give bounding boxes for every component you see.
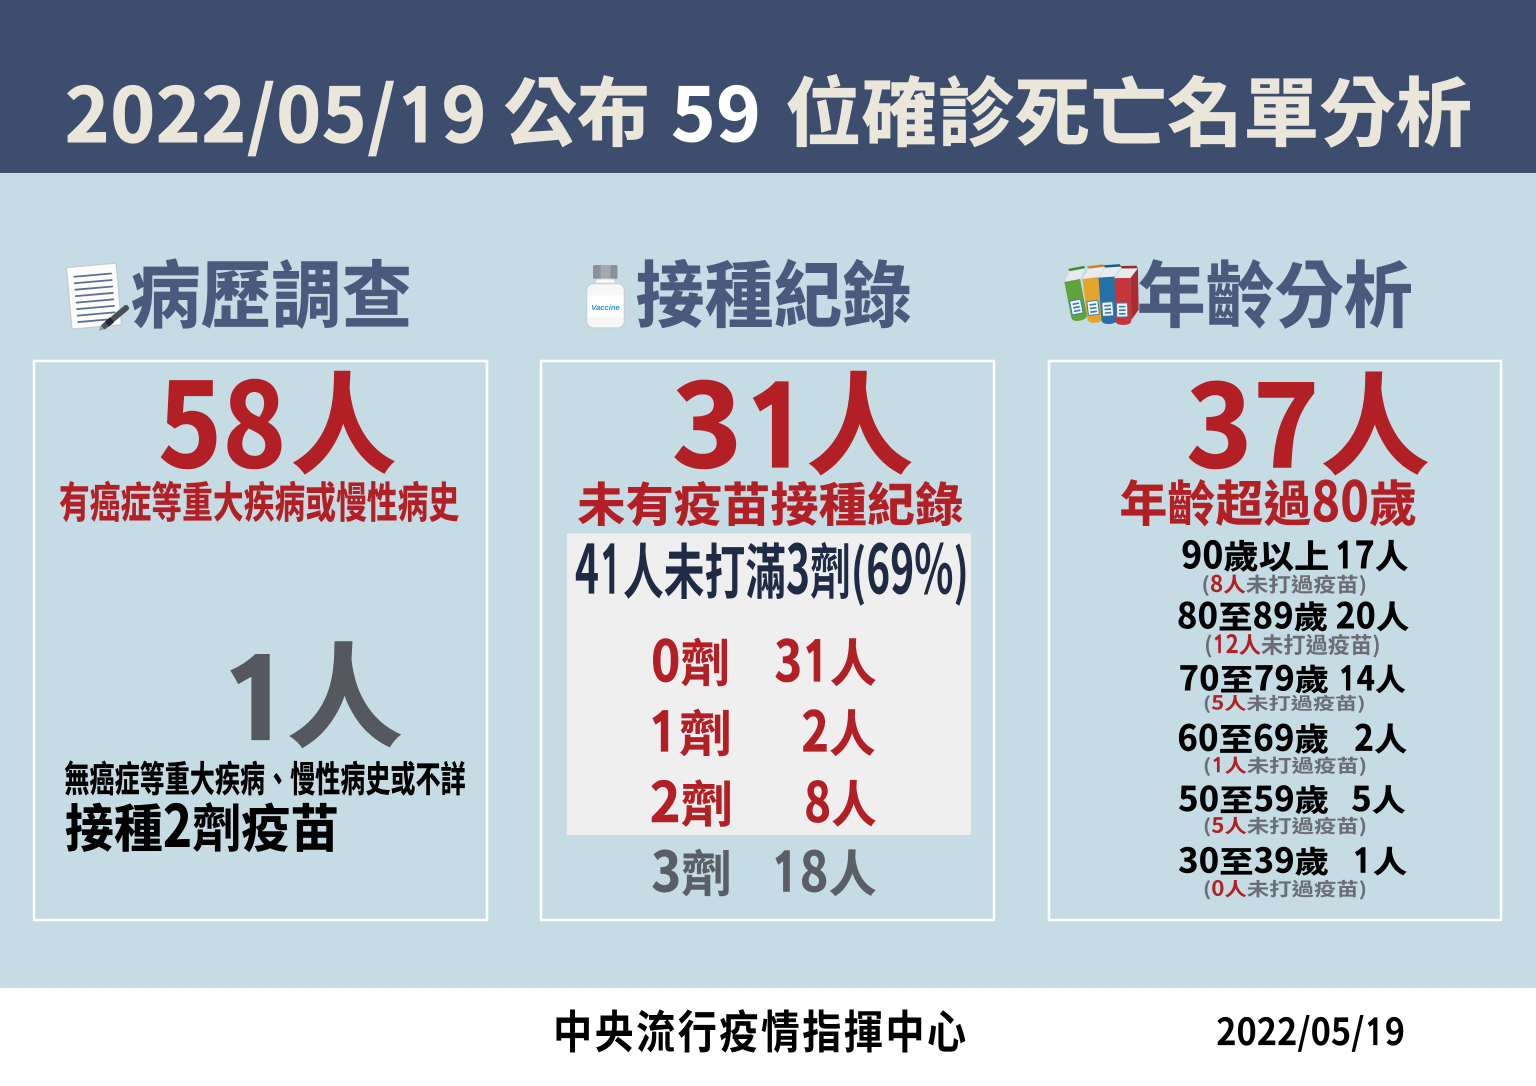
svg-text:Vaccine: Vaccine	[591, 303, 620, 312]
